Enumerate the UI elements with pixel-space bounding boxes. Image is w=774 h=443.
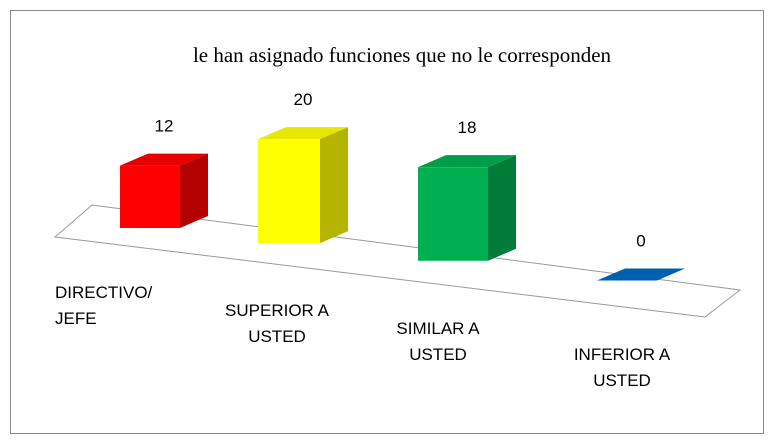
bar-side	[488, 155, 516, 261]
bar-top	[597, 268, 685, 281]
bar	[418, 155, 516, 261]
bar-side	[320, 127, 348, 244]
x-tick-label: SUPERIOR A USTED	[225, 301, 329, 346]
bar-top	[258, 127, 348, 140]
bar-top	[418, 155, 516, 168]
data-label: 12	[155, 117, 174, 136]
bar	[120, 153, 208, 228]
bar	[258, 127, 348, 244]
data-label: 18	[458, 118, 477, 137]
bar-front	[120, 165, 180, 228]
data-label: 0	[636, 231, 645, 250]
bar	[597, 268, 685, 281]
chart-title: le han asignado funciones que no le corr…	[193, 43, 612, 67]
x-tick-label: INFERIOR A USTED	[573, 345, 671, 390]
bar-side	[180, 153, 208, 228]
bar-front	[258, 139, 320, 244]
x-tick-label: DIRECTIVO/ JEFE	[55, 283, 153, 328]
bar-top	[120, 153, 208, 166]
floor	[53, 204, 742, 318]
bar-front	[418, 167, 488, 261]
data-label: 20	[294, 90, 313, 109]
x-tick-label: SIMILAR A USTED	[396, 319, 480, 364]
